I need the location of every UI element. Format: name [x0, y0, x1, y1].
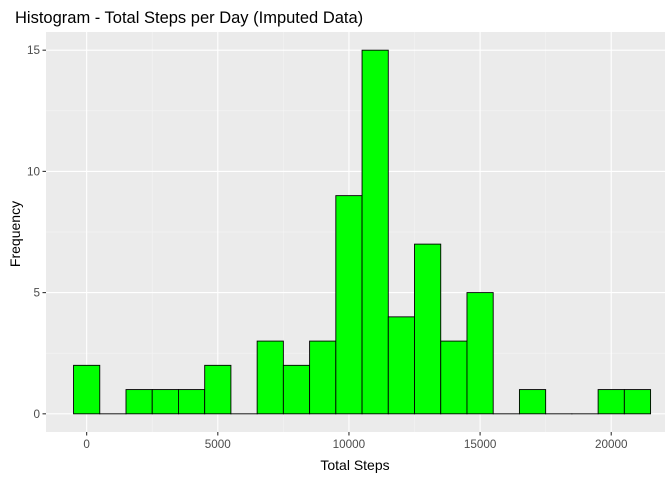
y-axis-title: Frequency — [7, 201, 23, 267]
histogram-bar — [151, 389, 179, 415]
histogram-bar — [73, 364, 101, 415]
histogram-bar — [282, 364, 311, 415]
histogram-bar — [466, 292, 494, 415]
histogram-bars — [73, 49, 652, 415]
x-tick-label: 20000 — [595, 438, 628, 451]
histogram-bar — [597, 389, 625, 415]
histogram-bar — [387, 316, 415, 415]
histogram-bar — [256, 340, 284, 415]
histogram-bar — [518, 389, 547, 415]
y-tick-label: 10 — [27, 165, 41, 178]
chart-title: Histogram - Total Steps per Day (Imputed… — [15, 9, 363, 27]
x-tick-label: 5000 — [205, 438, 232, 451]
x-axis: 0 5000 10000 15000 20000 — [83, 432, 628, 451]
histogram-bar — [125, 389, 153, 415]
y-tick-label: 5 — [33, 287, 40, 300]
histogram-bar — [309, 340, 337, 415]
histogram-bar — [623, 389, 652, 415]
x-tick-label: 0 — [83, 438, 90, 451]
histogram-bar — [335, 195, 363, 415]
x-axis-title: Total Steps — [320, 457, 389, 473]
histogram-bar — [440, 340, 468, 415]
histogram-bar — [414, 243, 442, 415]
x-tick-label: 10000 — [333, 438, 366, 451]
histogram-bar — [178, 389, 206, 415]
histogram-bar — [204, 364, 232, 415]
x-tick-label: 15000 — [464, 438, 497, 451]
y-axis: 0 5 10 15 — [27, 44, 46, 421]
histogram-bar — [361, 49, 389, 415]
y-tick-label: 15 — [27, 44, 41, 57]
y-tick-label: 0 — [33, 408, 40, 421]
